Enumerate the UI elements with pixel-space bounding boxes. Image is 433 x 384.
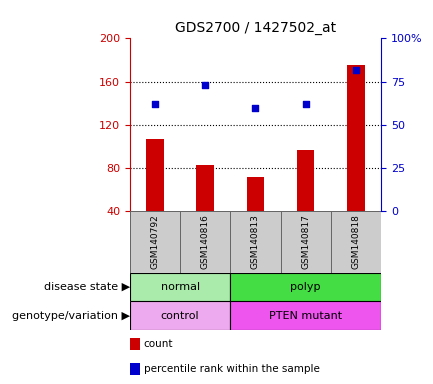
Bar bbox=[130, 211, 180, 273]
Text: percentile rank within the sample: percentile rank within the sample bbox=[144, 364, 320, 374]
Text: GSM140816: GSM140816 bbox=[201, 215, 210, 269]
Text: GSM140792: GSM140792 bbox=[151, 215, 159, 269]
Bar bbox=[130, 362, 140, 375]
Bar bbox=[130, 273, 230, 301]
Text: disease state ▶: disease state ▶ bbox=[44, 282, 130, 292]
Text: count: count bbox=[144, 339, 173, 349]
Bar bbox=[247, 177, 264, 211]
Bar bbox=[297, 150, 314, 211]
Point bbox=[202, 82, 209, 88]
Bar bbox=[197, 165, 214, 211]
Title: GDS2700 / 1427502_at: GDS2700 / 1427502_at bbox=[175, 21, 336, 35]
Bar bbox=[347, 65, 365, 211]
Text: GSM140818: GSM140818 bbox=[352, 215, 360, 269]
Point bbox=[352, 66, 359, 73]
Text: normal: normal bbox=[161, 282, 200, 292]
Text: PTEN mutant: PTEN mutant bbox=[269, 311, 342, 321]
Point bbox=[252, 104, 259, 111]
Point bbox=[302, 101, 309, 107]
Bar bbox=[130, 301, 230, 330]
Text: GSM140813: GSM140813 bbox=[251, 215, 260, 269]
Text: GSM140817: GSM140817 bbox=[301, 215, 310, 269]
Text: control: control bbox=[161, 311, 200, 321]
Bar bbox=[230, 273, 381, 301]
Bar bbox=[230, 301, 381, 330]
Bar bbox=[146, 139, 164, 211]
Text: genotype/variation ▶: genotype/variation ▶ bbox=[12, 311, 130, 321]
Bar bbox=[230, 211, 281, 273]
Bar bbox=[180, 211, 230, 273]
Bar bbox=[130, 338, 140, 350]
Point bbox=[152, 101, 158, 107]
Bar bbox=[331, 211, 381, 273]
Text: polyp: polyp bbox=[291, 282, 321, 292]
Bar bbox=[281, 211, 331, 273]
